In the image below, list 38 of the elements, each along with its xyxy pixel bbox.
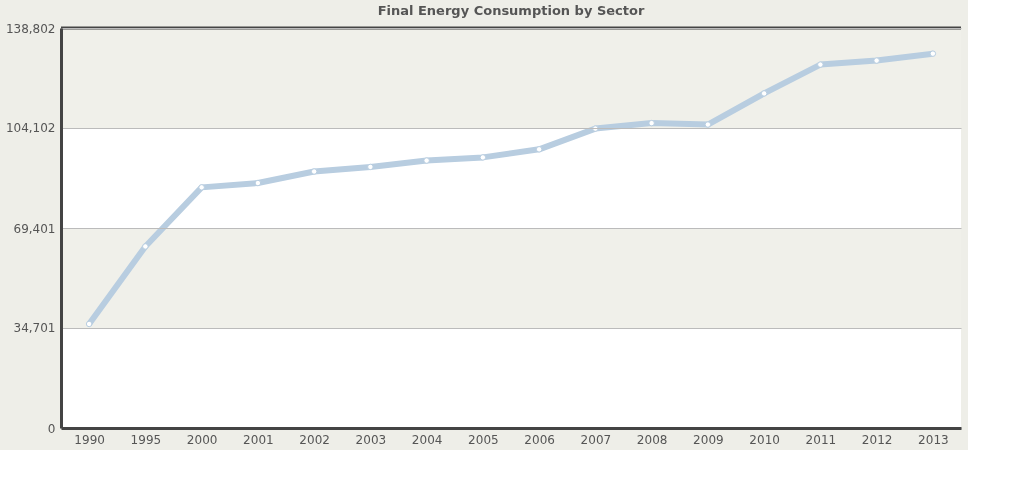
- x-tick-label: 2001: [243, 432, 274, 447]
- y-tick-label: 69,401: [13, 221, 56, 236]
- y-tick-label: 138,802: [5, 21, 56, 36]
- x-tick-label: 2000: [186, 432, 218, 447]
- x-tick-label: 2007: [580, 432, 612, 447]
- point: [873, 57, 880, 64]
- x-tick-label: 2002: [299, 432, 330, 447]
- x-tick-label: 2012: [861, 432, 893, 447]
- x-tick-label: 2006: [524, 432, 555, 447]
- point: [142, 243, 149, 250]
- y-tick-label: 104,102: [5, 121, 56, 136]
- point: [85, 320, 93, 328]
- point: [367, 163, 374, 171]
- point: [760, 90, 768, 97]
- point: [535, 146, 543, 153]
- x-tick-label: 2009: [693, 432, 724, 447]
- point: [423, 157, 430, 164]
- point: [198, 184, 205, 191]
- x-tick-label: 2008: [636, 432, 668, 447]
- point: [648, 119, 655, 127]
- x-tick-label: 1995: [130, 432, 162, 447]
- x-tick-label: 2004: [411, 432, 443, 447]
- x-tick-label: 2013: [918, 432, 949, 447]
- point: [479, 154, 487, 161]
- point: [310, 168, 318, 175]
- x-tick-label: 2011: [805, 432, 837, 447]
- point: [817, 61, 824, 68]
- y-tick-label: 34,701: [13, 321, 56, 336]
- x-tick-label: 1990: [74, 432, 105, 447]
- point: [704, 121, 712, 128]
- point: [592, 125, 599, 132]
- y-tick-label: 0: [47, 421, 56, 436]
- x-tick-label: 2010: [749, 432, 780, 447]
- x-tick-label: 2005: [468, 432, 499, 447]
- point: [929, 50, 937, 57]
- point: [254, 179, 262, 187]
- chart-title: Final Energy Consumption by Sector: [377, 3, 645, 18]
- x-tick-label: 2003: [355, 432, 387, 447]
